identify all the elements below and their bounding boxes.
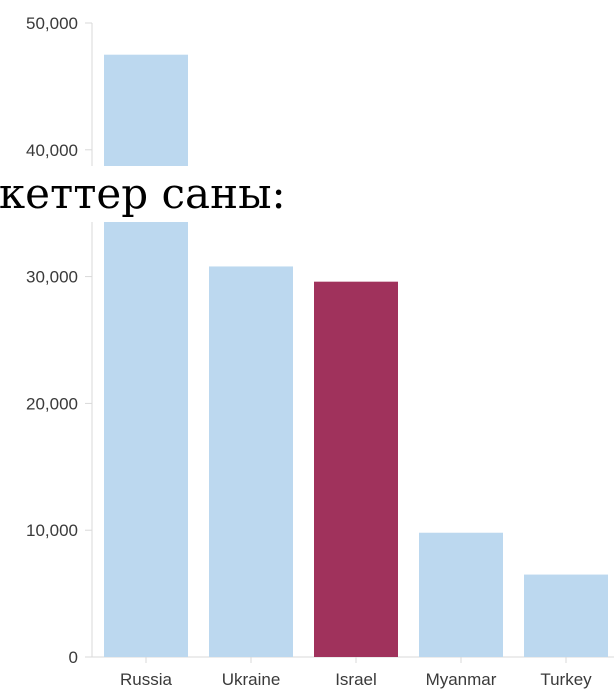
bars-layer [104,54,608,657]
bar-israel [314,281,398,657]
y-tick-label: 20,000 [26,394,78,413]
x-category-label: Turkey [540,670,592,689]
x-category-label: Israel [335,670,377,689]
y-tick-label: 50,000 [26,14,78,33]
y-tick-label: 0 [69,648,78,667]
x-category-label: Russia [120,670,173,689]
bar-ukraine [209,266,293,657]
bar-russia [104,54,188,657]
y-tick-label: 40,000 [26,141,78,160]
y-tick-label: 30,000 [26,268,78,287]
bar-myanmar [419,532,503,657]
y-tick-label: 10,000 [26,521,78,540]
x-category-label: Ukraine [222,670,281,689]
x-category-label: Myanmar [426,670,497,689]
bar-turkey [524,574,608,657]
overlay-caption: екеттер саны: [0,169,286,218]
overlay-caption-band [0,166,614,222]
x-category-labels: Russia Ukraine Israel Myanmar Turkey [120,670,592,689]
y-tick-labels: 0 10,000 20,000 30,000 40,000 50,000 [26,14,78,667]
